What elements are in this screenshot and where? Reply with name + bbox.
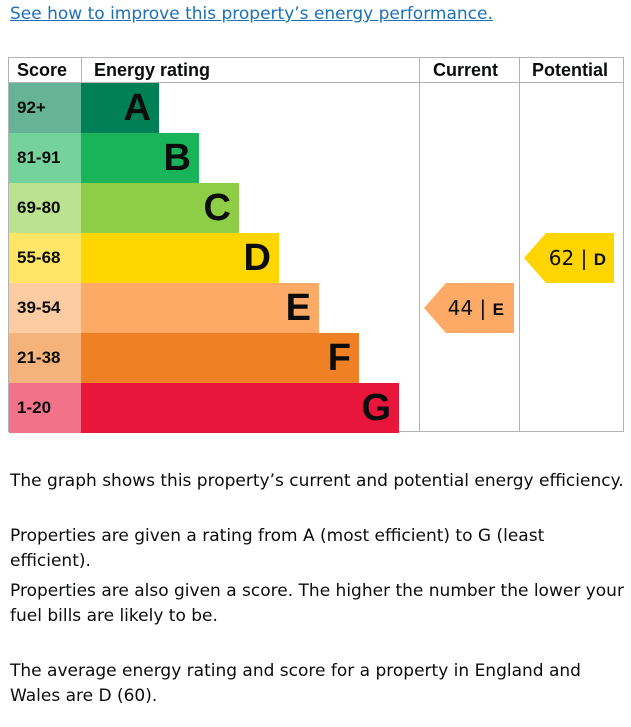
band-bar-g: G <box>81 383 399 433</box>
score-column-header: Score <box>17 60 68 80</box>
band-score-range: 1-20 <box>9 383 81 433</box>
potential-rating-arrow: 62 | D <box>524 233 614 283</box>
band-score-range: 39-54 <box>9 283 81 333</box>
band-letter: G <box>361 387 391 429</box>
band-letter: B <box>163 137 191 179</box>
band-bar-e: E <box>81 283 319 333</box>
score-description: Properties are also given a score. The h… <box>10 581 624 626</box>
band-row-c: 69-80 C <box>9 183 419 233</box>
potential-rating-label: 62 | D <box>549 233 606 283</box>
current-letter: E <box>492 300 504 319</box>
band-bar-d: D <box>81 233 279 283</box>
band-row-d: 55-68 D <box>9 233 419 283</box>
band-row-f: 21-38 F <box>9 333 419 383</box>
band-row-g: 1-20 G <box>9 383 419 433</box>
band-row-e: 39-54 E <box>9 283 419 333</box>
graph-description: The graph shows this property’s current … <box>10 471 624 491</box>
potential-arrow-shape <box>524 233 614 283</box>
band-score-range: 69-80 <box>9 183 81 233</box>
current-score: 44 <box>447 296 474 320</box>
potential-column-divider <box>519 58 520 431</box>
current-column-divider <box>419 58 420 431</box>
header-separator <box>9 82 623 83</box>
band-bar-b: B <box>81 133 199 183</box>
band-bar-a: A <box>81 83 159 133</box>
potential-separator: | <box>580 246 588 270</box>
band-letter: E <box>285 287 311 329</box>
energy-rating-column-header: Energy rating <box>94 60 211 80</box>
band-bar-c: C <box>81 183 239 233</box>
potential-column-header: Potential <box>532 60 609 80</box>
band-score-range: 92+ <box>9 83 81 133</box>
band-letter: D <box>243 237 271 279</box>
energy-rating-chart: Score Energy rating Current Potential 92… <box>8 57 624 433</box>
potential-letter: D <box>593 250 606 269</box>
band-score-range: 55-68 <box>9 233 81 283</box>
rating-description: Properties are given a rating from A (mo… <box>10 526 545 571</box>
average-rating-description: The average energy rating and score for … <box>10 661 581 706</box>
band-bar-f: F <box>81 333 359 383</box>
current-column-header: Current <box>433 60 499 80</box>
current-arrow-shape <box>424 283 514 333</box>
current-rating-arrow: 44 | E <box>424 283 514 333</box>
band-letter: A <box>123 87 151 129</box>
band-letter: C <box>203 187 231 229</box>
band-row-a: 92+ A <box>9 83 419 133</box>
current-separator: | <box>479 296 487 320</box>
current-rating-label: 44 | E <box>448 283 504 333</box>
header-divider <box>81 58 82 82</box>
band-score-range: 21-38 <box>9 333 81 383</box>
improve-energy-performance-link[interactable]: See how to improve this property’s energ… <box>10 4 493 24</box>
potential-score: 62 <box>548 246 575 270</box>
band-row-b: 81-91 B <box>9 133 419 183</box>
band-letter: F <box>327 337 351 379</box>
band-score-range: 81-91 <box>9 133 81 183</box>
